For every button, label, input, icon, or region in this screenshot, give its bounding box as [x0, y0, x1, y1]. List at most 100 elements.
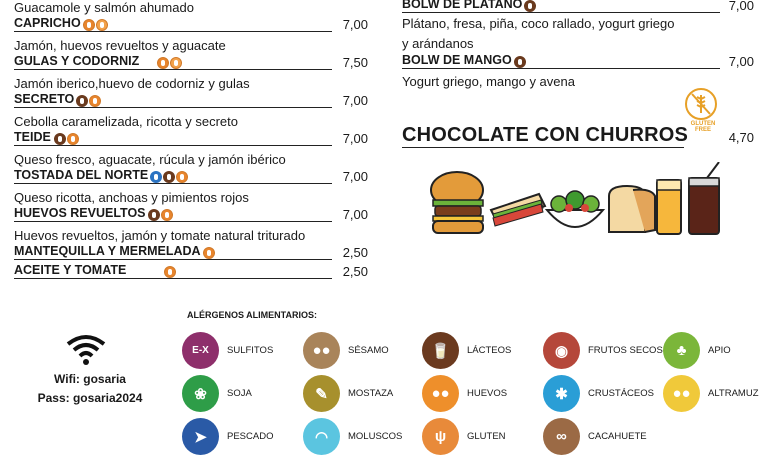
allergen-mostaza: ✎ MOSTAZA	[303, 375, 393, 412]
item-description: Plátano, fresa, piña, coco rallado, yogu…	[402, 16, 675, 31]
allergen-label: CACAHUETE	[588, 431, 647, 442]
allergen-label: ALTRAMUZ	[708, 388, 759, 399]
item-name: CAPRICHO	[14, 16, 81, 31]
menu-item-bolw-platano: BOLW DE PLATANO 7,00	[402, 0, 754, 14]
dotted-rule	[14, 278, 332, 279]
burger-icon	[430, 171, 484, 234]
item-description: Queso fresco, aguacate, rúcula y jamón i…	[14, 152, 286, 167]
milk-icon	[524, 0, 537, 12]
item-price: 7,50	[342, 55, 368, 70]
allergen-moluscos: ◠ MOLUSCOS	[303, 418, 402, 455]
allergen-label: FRUTOS SECOS	[588, 345, 663, 356]
salad-icon	[544, 190, 606, 228]
item-name: TOSTADA DEL NORTE	[14, 168, 149, 183]
item-name: HUEVOS REVUELTOS	[14, 206, 146, 221]
milk-icon	[147, 208, 160, 221]
allergen-lácteos: 🥛 LÁCTEOS	[422, 332, 511, 369]
crustacean-icon: ✱	[543, 375, 580, 412]
allergen-frutos-secos: ◉ FRUTOS SECOS	[543, 332, 663, 369]
mustard-icon: ✎	[303, 375, 340, 412]
milk-icon	[95, 18, 108, 31]
milk-icon: 🥛	[422, 332, 459, 369]
sesame-icon: ●●	[303, 332, 340, 369]
item-price: 7,00	[728, 54, 754, 69]
fish-icon: ➤	[182, 418, 219, 455]
dotted-rule	[14, 259, 332, 260]
item-price: 7,00	[342, 93, 368, 108]
milk-icon	[163, 170, 176, 183]
soy-icon: ❀	[182, 375, 219, 412]
menu-item-mantequilla: MANTEQUILLA Y MERMELADA 2,50	[14, 243, 368, 261]
item-description: y arándanos	[402, 36, 474, 51]
item-price: 2,50	[342, 264, 368, 279]
peanut-icon: ∞	[543, 418, 580, 455]
gluten-icon	[89, 94, 102, 107]
gluten-free-icon	[685, 88, 717, 120]
item-description: Cebolla caramelizada, ricotta y secreto	[14, 114, 238, 129]
allergen-huevos: ●● HUEVOS	[422, 375, 507, 412]
allergen-sulfitos: E-X SULFITOS	[182, 332, 273, 369]
fish-icon	[150, 170, 163, 183]
dotted-rule	[14, 145, 332, 146]
allergen-label: MOLUSCOS	[348, 431, 403, 442]
food-illustrations	[430, 162, 720, 235]
dotted-rule	[14, 107, 332, 108]
celery-icon: ♣	[663, 332, 700, 369]
item-name: BOLW DE PLATANO	[402, 0, 523, 12]
item-description: Huevos revueltos, jamón y tomate natural…	[14, 228, 306, 243]
dotted-rule	[14, 31, 332, 32]
juice-icon	[656, 179, 682, 235]
soda-icon	[688, 162, 720, 235]
feature-item-price: 4,70	[728, 130, 754, 145]
gluten-icon	[160, 208, 173, 221]
item-price: 7,00	[342, 169, 368, 184]
item-name: ACEITE Y TOMATE	[14, 263, 127, 278]
gluten-icon	[202, 246, 215, 259]
nuts-icon: ◉	[543, 332, 580, 369]
wifi-network: Wifi: gosaria	[54, 372, 126, 386]
gluten-icon	[66, 132, 79, 145]
milk-icon	[513, 55, 526, 68]
milk-icon	[53, 132, 66, 145]
menu-item-huevos-revueltos: HUEVOS REVUELTOS 7,00	[14, 205, 368, 223]
egg-icon: ●●	[422, 375, 459, 412]
item-name: BOLW DE MANGO	[402, 53, 512, 68]
item-name: TEIDE	[14, 130, 51, 145]
menu-item-bolw-mango: BOLW DE MANGO 7,00	[402, 52, 754, 70]
menu-item-tostada-del-norte: TOSTADA DEL NORTE 7,00	[14, 167, 368, 185]
dotted-rule	[14, 221, 332, 222]
allergen-label: GLUTEN	[467, 431, 506, 442]
gluten-icon	[164, 265, 177, 278]
allergen-label: CRUSTÁCEOS	[588, 388, 654, 399]
allergen-crustáceos: ✱ CRUSTÁCEOS	[543, 375, 654, 412]
sulfites-icon: E-X	[182, 332, 219, 369]
lupin-icon: ●●	[663, 375, 700, 412]
item-price: 7,00	[342, 131, 368, 146]
item-description: Jamón, huevos revueltos y aguacate	[14, 38, 226, 53]
allergen-label: PESCADO	[227, 431, 274, 442]
item-description: Queso ricotta, anchoas y pimientos rojos	[14, 190, 249, 205]
menu-item-gulas: GULAS Y CODORNIZ 7,50	[14, 53, 368, 71]
allergen-gluten: ψ GLUTEN	[422, 418, 506, 455]
sandwich-icon	[489, 192, 547, 227]
dotted-rule	[402, 147, 684, 148]
menu-item-capricho: CAPRICHO 7,00	[14, 15, 368, 33]
milk-icon	[76, 94, 89, 107]
egg-icon	[170, 56, 183, 69]
allergen-label: SÉSAMO	[348, 345, 389, 356]
dotted-rule	[402, 12, 720, 13]
item-name: SECRETO	[14, 92, 75, 107]
allergen-soja: ❀ SOJA	[182, 375, 252, 412]
item-price: 7,00	[342, 207, 368, 222]
allergen-label: MOSTAZA	[348, 388, 394, 399]
allergen-sésamo: ●● SÉSAMO	[303, 332, 389, 369]
gluten-icon: ψ	[422, 418, 459, 455]
item-description: Jamón iberico,huevo de codorniz y gulas	[14, 76, 250, 91]
dotted-rule	[14, 183, 332, 184]
item-price: 7,00	[342, 17, 368, 32]
feature-item-name: CHOCOLATE CON CHURROS	[402, 124, 689, 146]
allergen-label: SULFITOS	[227, 345, 274, 356]
item-description: Guacamole y salmón ahumado	[14, 0, 194, 15]
allergen-altramuz: ●● ALTRAMUZ	[663, 375, 759, 412]
menu-item-teide: TEIDE 7,00	[14, 129, 368, 147]
